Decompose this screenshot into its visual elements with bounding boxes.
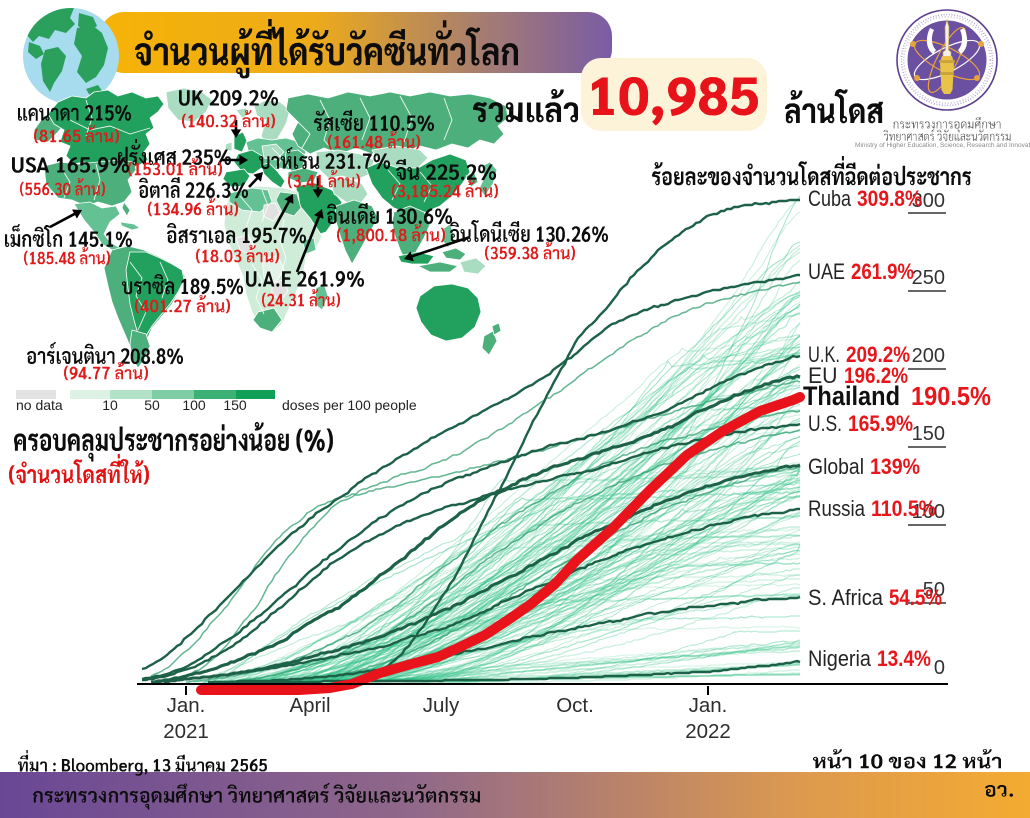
svg-text:50: 50 (923, 579, 945, 601)
svg-text:2022: 2022 (685, 720, 731, 743)
svg-text:165.9%: 165.9% (848, 411, 913, 436)
svg-text:Nigeria: Nigeria (808, 646, 872, 671)
svg-text:doses per 100 people: doses per 100 people (282, 397, 417, 413)
svg-text:139%: 139% (870, 454, 920, 479)
svg-text:July: July (423, 694, 460, 717)
svg-text:April: April (289, 694, 330, 717)
svg-text:209.2%: 209.2% (846, 342, 910, 367)
svg-text:190.5%: 190.5% (911, 381, 991, 411)
svg-text:Jan.: Jan. (167, 694, 206, 717)
svg-text:261.9%: 261.9% (851, 259, 914, 284)
svg-text:250: 250 (912, 267, 945, 289)
svg-text:150: 150 (223, 397, 247, 413)
svg-text:300: 300 (912, 190, 945, 212)
svg-text:200: 200 (912, 345, 945, 367)
svg-text:Cuba: Cuba (808, 186, 852, 211)
svg-text:100: 100 (912, 501, 945, 523)
svg-text:110.5%: 110.5% (871, 496, 936, 521)
svg-text:50: 50 (144, 397, 160, 413)
svg-text:U.S.: U.S. (808, 411, 842, 436)
svg-text:54.5%: 54.5% (889, 585, 942, 610)
svg-text:Russia: Russia (808, 496, 866, 521)
svg-text:Global: Global (808, 454, 864, 479)
svg-text:U.K.: U.K. (808, 342, 840, 367)
svg-text:UAE: UAE (808, 259, 845, 284)
svg-text:EU: EU (808, 363, 838, 388)
svg-text:0: 0 (934, 657, 945, 679)
svg-text:no data: no data (16, 397, 63, 413)
svg-text:196.2%: 196.2% (844, 363, 908, 388)
svg-text:S. Africa: S. Africa (808, 585, 884, 610)
svg-text:150: 150 (912, 423, 945, 445)
svg-text:Thailand: Thailand (803, 381, 900, 411)
svg-text:309.8%: 309.8% (857, 186, 922, 211)
svg-text:Oct.: Oct. (556, 694, 594, 717)
svg-text:100: 100 (182, 397, 206, 413)
svg-text:2021: 2021 (163, 720, 209, 743)
svg-text:Ministry of Higher Education,: Ministry of Higher Education, Science, R… (855, 142, 1030, 149)
svg-text:Jan.: Jan. (689, 694, 728, 717)
svg-text:10: 10 (102, 397, 118, 413)
svg-text:13.4%: 13.4% (877, 646, 931, 671)
